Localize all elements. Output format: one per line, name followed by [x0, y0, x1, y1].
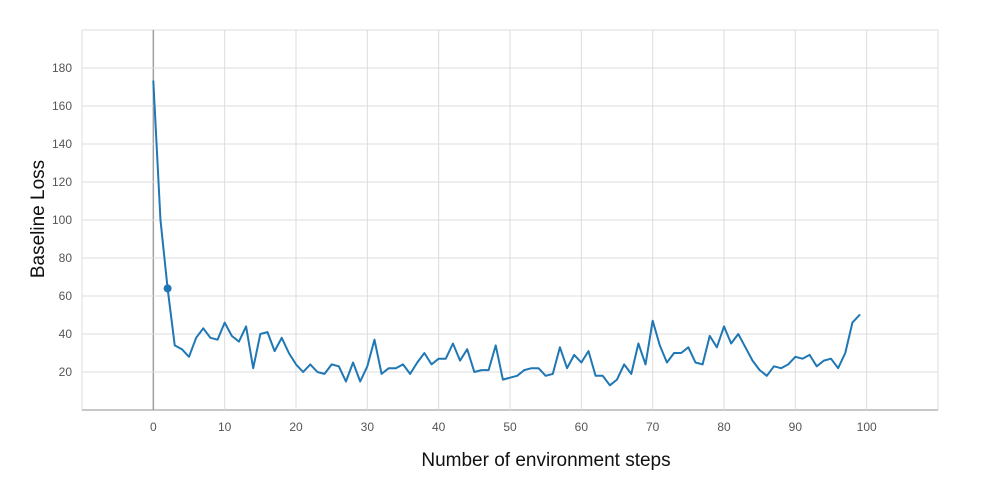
y-tick-label: 20 [59, 365, 73, 379]
y-tick-label: 80 [59, 251, 73, 265]
x-tick-label: 90 [789, 420, 803, 434]
series-layer [152, 80, 861, 387]
x-tick-label: 10 [218, 420, 232, 434]
x-tick-label: 80 [717, 420, 731, 434]
x-tick-label: 60 [575, 420, 589, 434]
x-axis-title: Number of environment steps [421, 450, 670, 471]
x-tick-label: 40 [432, 420, 446, 434]
x-tick-label: 20 [289, 420, 303, 434]
y-axis-title: Baseline Loss [28, 160, 49, 278]
x-tick-label: 30 [361, 420, 375, 434]
axis-ticks: 0 10 20 30 40 50 60 70 80 90 100 20 40 60 80 100 120 140 1… [52, 61, 877, 434]
y-tick-label: 100 [52, 213, 72, 227]
x-tick-label: 50 [503, 420, 517, 434]
y-tick-label: 160 [52, 99, 72, 113]
x-tick-label: 0 [150, 420, 157, 434]
grid [81, 29, 939, 411]
y-tick-label: 40 [59, 327, 73, 341]
x-tick-label: 70 [646, 420, 660, 434]
loss-series-line [152, 80, 861, 387]
y-tick-label: 120 [52, 175, 72, 189]
highlight-point [163, 284, 172, 293]
x-tick-label: 100 [857, 420, 877, 434]
y-tick-label: 180 [52, 61, 72, 75]
y-tick-label: 140 [52, 137, 72, 151]
y-tick-label: 60 [59, 289, 73, 303]
